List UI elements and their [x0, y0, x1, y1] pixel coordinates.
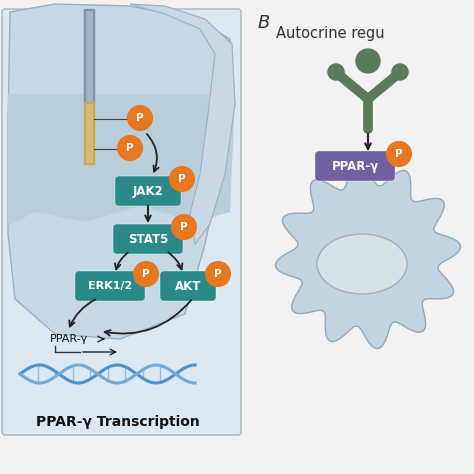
Ellipse shape: [317, 234, 407, 294]
Text: PPAR-γ Transcription: PPAR-γ Transcription: [36, 415, 200, 429]
FancyBboxPatch shape: [75, 271, 145, 301]
Text: B: B: [258, 14, 270, 32]
Circle shape: [172, 215, 196, 239]
FancyBboxPatch shape: [315, 151, 395, 181]
Circle shape: [206, 262, 230, 286]
Circle shape: [392, 64, 408, 80]
Polygon shape: [8, 94, 235, 226]
FancyBboxPatch shape: [115, 176, 181, 206]
Bar: [86, 104, 92, 162]
Text: ERK1/2: ERK1/2: [88, 281, 132, 291]
Text: P: P: [180, 222, 188, 232]
Text: AKT: AKT: [175, 280, 201, 292]
Text: P: P: [136, 113, 144, 123]
Polygon shape: [8, 4, 235, 339]
Text: JAK2: JAK2: [133, 184, 164, 198]
Polygon shape: [275, 164, 460, 348]
Circle shape: [170, 167, 194, 191]
Circle shape: [128, 106, 152, 130]
Text: PPAR-γ: PPAR-γ: [50, 334, 88, 344]
Circle shape: [118, 136, 142, 160]
Circle shape: [387, 142, 411, 166]
FancyBboxPatch shape: [160, 271, 216, 301]
Text: P: P: [126, 143, 134, 153]
Text: PPAR-γ: PPAR-γ: [331, 159, 379, 173]
Bar: [84, 102, 94, 164]
Circle shape: [356, 49, 380, 73]
Text: Autocrine regu: Autocrine regu: [276, 26, 384, 41]
Text: STAT5: STAT5: [128, 233, 168, 246]
Bar: [84, 9, 94, 104]
Text: P: P: [178, 174, 186, 184]
FancyBboxPatch shape: [2, 9, 241, 435]
Text: P: P: [395, 149, 403, 159]
Circle shape: [134, 262, 158, 286]
Text: P: P: [214, 269, 222, 279]
Circle shape: [328, 64, 344, 80]
Text: P: P: [142, 269, 150, 279]
FancyBboxPatch shape: [113, 224, 183, 254]
Bar: [86, 11, 92, 102]
Polygon shape: [130, 4, 235, 244]
